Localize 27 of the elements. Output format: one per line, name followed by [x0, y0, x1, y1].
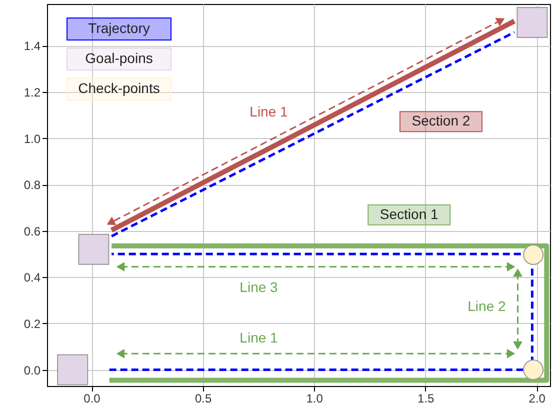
- x-tick-label: 0.5: [194, 392, 212, 406]
- x-tick-label: 1.0: [306, 392, 324, 406]
- y-tick-label: 1.0: [24, 132, 41, 146]
- text: Check-points: [78, 80, 160, 96]
- y-tick-label: 1.2: [24, 85, 41, 100]
- series-label: Line 1: [250, 103, 288, 120]
- y-tick-label: 0.2: [24, 316, 41, 331]
- y-tick-label: 0.0: [24, 363, 41, 378]
- text: Goal-poins: [85, 50, 153, 66]
- y-tick-label: 0.6: [24, 224, 41, 238]
- point: [78, 234, 110, 265]
- point: [523, 244, 544, 265]
- series-label: Section 1: [380, 206, 438, 222]
- series-label: Line 2: [468, 298, 506, 314]
- point: [523, 360, 544, 380]
- y-tick-label: 1.4: [24, 39, 41, 54]
- text: Section 2: [412, 112, 470, 129]
- series-label: Line 3: [240, 278, 278, 295]
- x-tick-label: 1.5: [418, 392, 435, 406]
- y-tick-label: 0.4: [24, 270, 41, 285]
- point: [516, 7, 548, 38]
- text: Trajectory: [88, 20, 150, 36]
- x-tick-label: 0.0: [84, 392, 101, 406]
- y-tick-label: 0.8: [24, 178, 41, 192]
- x-tick-label: 2.0: [528, 392, 546, 406]
- point: [57, 354, 88, 386]
- series-label: Line 1: [240, 330, 278, 346]
